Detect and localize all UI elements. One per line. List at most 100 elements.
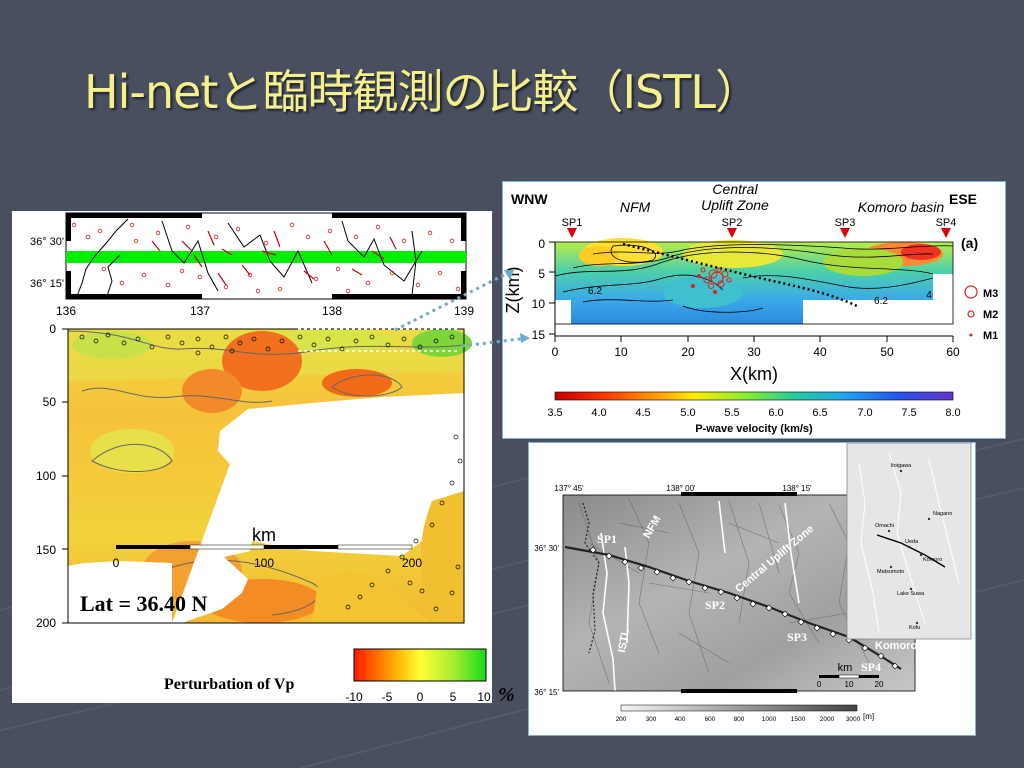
elevation-tick: 300 <box>646 716 657 723</box>
latitude-label: Lat = 36.40 N <box>80 591 208 616</box>
velocity-section-figure: WNW ESE NFM Central Uplift Zone Komoro b… <box>502 181 1006 439</box>
inset-place-label: Matsumoto <box>877 569 904 575</box>
relief-map-label: ISTL <box>616 628 632 654</box>
colorbar-tick: 4.5 <box>635 407 650 419</box>
x-tick: 0 <box>552 345 559 359</box>
x-tick: 40 <box>813 345 827 359</box>
relief-inset-map <box>846 443 972 640</box>
hinet-depth-tick: 0 <box>49 322 56 336</box>
relief-lon-label: 138° 15' <box>782 484 812 493</box>
hinet-map-lon-label: 139 <box>454 304 474 318</box>
hinet-map-lon-label: 138 <box>322 304 342 318</box>
colorbar-tick: 5.5 <box>724 407 739 419</box>
hinet-map-strip <box>65 212 467 300</box>
x-tick: 60 <box>946 345 960 359</box>
elevation-tick: 2000 <box>820 716 835 723</box>
hinet-scale-tick: 0 <box>113 556 120 570</box>
perturbation-tick: -10 <box>345 690 363 703</box>
perturbation-unit: % <box>498 684 515 706</box>
elevation-tick: 1000 <box>762 716 777 723</box>
x-tick: 10 <box>614 345 628 359</box>
elevation-colorbar <box>620 704 858 712</box>
relief-map-label: SP3 <box>787 630 807 644</box>
perturbation-colorbar <box>353 648 487 682</box>
perturbation-legend-title: Perturbation of Vp <box>164 676 294 693</box>
elevation-unit: [m] <box>863 712 874 721</box>
relief-map-svg: 137° 45' 138° 00' 138° 15' 36° 30' 36° 1… <box>534 443 972 723</box>
x-tick: 20 <box>681 345 695 359</box>
shot-point-label: SP4 <box>936 217 957 229</box>
velocity-earthquake-cluster <box>691 267 732 294</box>
elevation-tick: 600 <box>705 716 716 723</box>
relief-map-label: SP4 <box>861 660 881 674</box>
relief-lon-label: 137° 45' <box>554 484 584 493</box>
hinet-depth-tick: 100 <box>36 469 56 483</box>
region-label-uplift: Uplift Zone <box>701 197 769 213</box>
perturbation-tick: 10 <box>477 690 491 703</box>
elevation-tick: 400 <box>675 716 686 723</box>
magnitude-label: M3 <box>983 288 998 300</box>
shot-point-label: SP1 <box>562 217 583 229</box>
connector-arrow-lower <box>461 336 529 348</box>
relief-lon-label: 138° 00' <box>666 484 696 493</box>
panel-tag: (a) <box>961 235 978 251</box>
colorbar-tick: 8.0 <box>945 407 960 419</box>
colorbar-tick: 6.5 <box>812 407 827 419</box>
direction-wnw: WNW <box>511 191 548 207</box>
elevation-tick: 200 <box>616 716 627 723</box>
region-label-komoro: Komoro basin <box>858 199 945 215</box>
contour-label: 4 <box>926 290 932 301</box>
hinet-station-dots <box>71 222 461 294</box>
x-tick: 50 <box>880 345 894 359</box>
z-axis-label: Z(km) <box>503 267 523 314</box>
relief-map-label: Komoro <box>875 640 917 652</box>
colorbar-tick: 7.0 <box>857 407 872 419</box>
direction-ese: ESE <box>949 191 977 207</box>
elevation-tick: 3000 <box>846 716 861 723</box>
colorbar-tick: 7.5 <box>901 407 916 419</box>
perturbation-tick: 0 <box>417 690 424 703</box>
colorbar-tick: 4.0 <box>591 407 606 419</box>
relief-scale-tick: 20 <box>875 680 884 689</box>
shot-point-label: SP2 <box>722 217 743 229</box>
hinet-depth-tick: 150 <box>36 543 56 557</box>
hinet-depth-tick: 50 <box>43 395 57 409</box>
colorbar-tick: 6.0 <box>768 407 783 419</box>
hinet-depth-tick: 200 <box>36 616 56 630</box>
hinet-figure: 36° 30' 36° 15' 136 137 138 139 <box>12 211 492 703</box>
relief-lat-label: 36° 30' <box>534 544 559 553</box>
hinet-cross-section <box>67 328 472 624</box>
perturbation-tick: 5 <box>450 690 457 703</box>
relief-map-figure: 137° 45' 138° 00' 138° 15' 36° 30' 36° 1… <box>528 442 976 736</box>
contour-label: 6.2 <box>874 296 888 307</box>
connector-arrow-upper <box>394 268 515 332</box>
hinet-map-lat-label: 36° 15' <box>30 278 64 290</box>
colorbar-label: P-wave velocity (km/s) <box>695 423 813 435</box>
hinet-map-lon-label: 137 <box>190 304 210 318</box>
shot-point-markers <box>567 228 951 238</box>
z-tick: 10 <box>532 297 546 311</box>
perturbation-tick: -5 <box>382 690 393 703</box>
relief-scale-tick: 0 <box>817 680 822 689</box>
hinet-figure-svg: 36° 30' 36° 15' 136 137 138 139 <box>30 212 491 703</box>
relief-map-label: SP2 <box>705 598 725 612</box>
slide-title: Hi-netと臨時観測の比較（ISTL） <box>84 65 761 119</box>
relief-scale-bar <box>819 674 879 679</box>
inset-place-label: Omachi <box>875 523 894 529</box>
contour-label: 6.2 <box>588 286 602 297</box>
relief-scale-tick: 10 <box>845 680 854 689</box>
relief-scale-label: km <box>838 662 853 674</box>
inset-place-label: Nagano <box>933 511 952 517</box>
magnitude-label: M2 <box>983 309 998 321</box>
colorbar-tick: 5.0 <box>680 407 695 419</box>
relief-map-label: SP1 <box>597 532 617 546</box>
relief-lat-label: 36° 15' <box>534 688 559 697</box>
magnitude-legend <box>964 285 978 337</box>
magnitude-label: M1 <box>983 330 998 342</box>
z-tick: 5 <box>538 267 545 281</box>
hinet-scale-tick: 200 <box>402 556 422 570</box>
velocity-colorbar <box>554 391 954 401</box>
velocity-section <box>554 238 954 325</box>
hinet-scale-tick: 100 <box>254 556 274 570</box>
hinet-hypocenters <box>79 332 463 612</box>
